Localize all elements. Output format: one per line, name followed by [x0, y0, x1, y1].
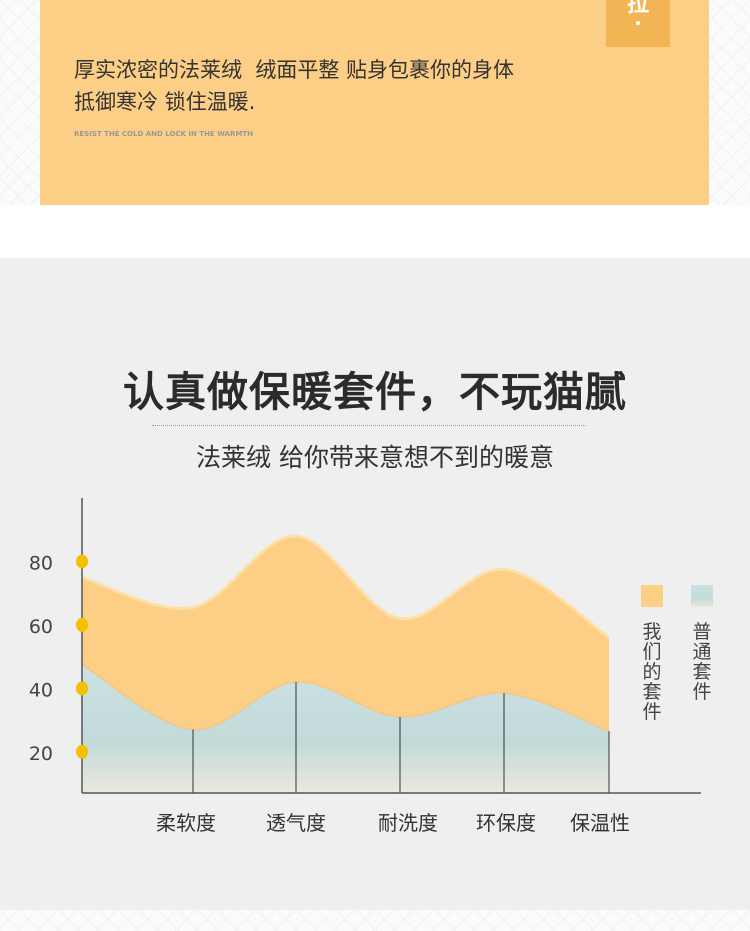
x-tick-label: 透气度 [266, 811, 326, 835]
y-tick-label: 40 [29, 679, 53, 701]
section-title: 认真做保暖套件，不玩猫腻 [123, 368, 627, 416]
spacer [0, 205, 750, 258]
legend-swatch-ours [641, 585, 663, 607]
series-ours-edge [81, 534, 610, 639]
hero-card: 拉 厚实浓密的法莱绒 绒面平整 贴身包裹你的身体 抵御寒冷 锁住温暖. RESI… [40, 0, 709, 205]
english-tagline: RESIST THE COLD AND LOCK IN THE WARMTH [74, 130, 253, 138]
y-tick-marker [76, 554, 88, 569]
x-tick-label: 保温性 [570, 811, 630, 835]
hero-description: 厚实浓密的法莱绒 绒面平整 贴身包裹你的身体 抵御寒冷 锁住温暖. [74, 54, 514, 118]
dotted-divider [152, 425, 586, 426]
y-tick-marker [76, 744, 88, 759]
section-subtitle: 法莱绒 给你带来意想不到的暖意 [196, 443, 554, 472]
legend-label-ours: 我们的套件 [642, 621, 662, 723]
badge-char: 拉 [626, 0, 649, 17]
description-line-2: 抵御寒冷 锁住温暖. [74, 90, 256, 114]
y-tick-label: 20 [29, 743, 53, 765]
y-tick-label: 80 [29, 552, 53, 574]
legend-label-ordinary: 普通套件 [692, 621, 712, 703]
legend-swatch-ordinary [691, 585, 713, 607]
y-tick-label: 60 [29, 616, 53, 638]
comparison-section: 认真做保暖套件，不玩猫腻 法莱绒 给你带来意想不到的暖意 [0, 258, 750, 910]
y-tick-marker [76, 681, 88, 696]
x-tick-label: 环保度 [476, 811, 536, 835]
x-tick-label: 柔软度 [156, 811, 216, 835]
badge: 拉 [606, 0, 670, 47]
series-ordinary-edge [81, 663, 610, 733]
x-tick-label: 耐洗度 [378, 811, 438, 835]
badge-dot [636, 21, 640, 25]
y-tick-marker [76, 617, 88, 632]
description-line-1: 厚实浓密的法莱绒 绒面平整 贴身包裹你的身体 [74, 58, 515, 82]
